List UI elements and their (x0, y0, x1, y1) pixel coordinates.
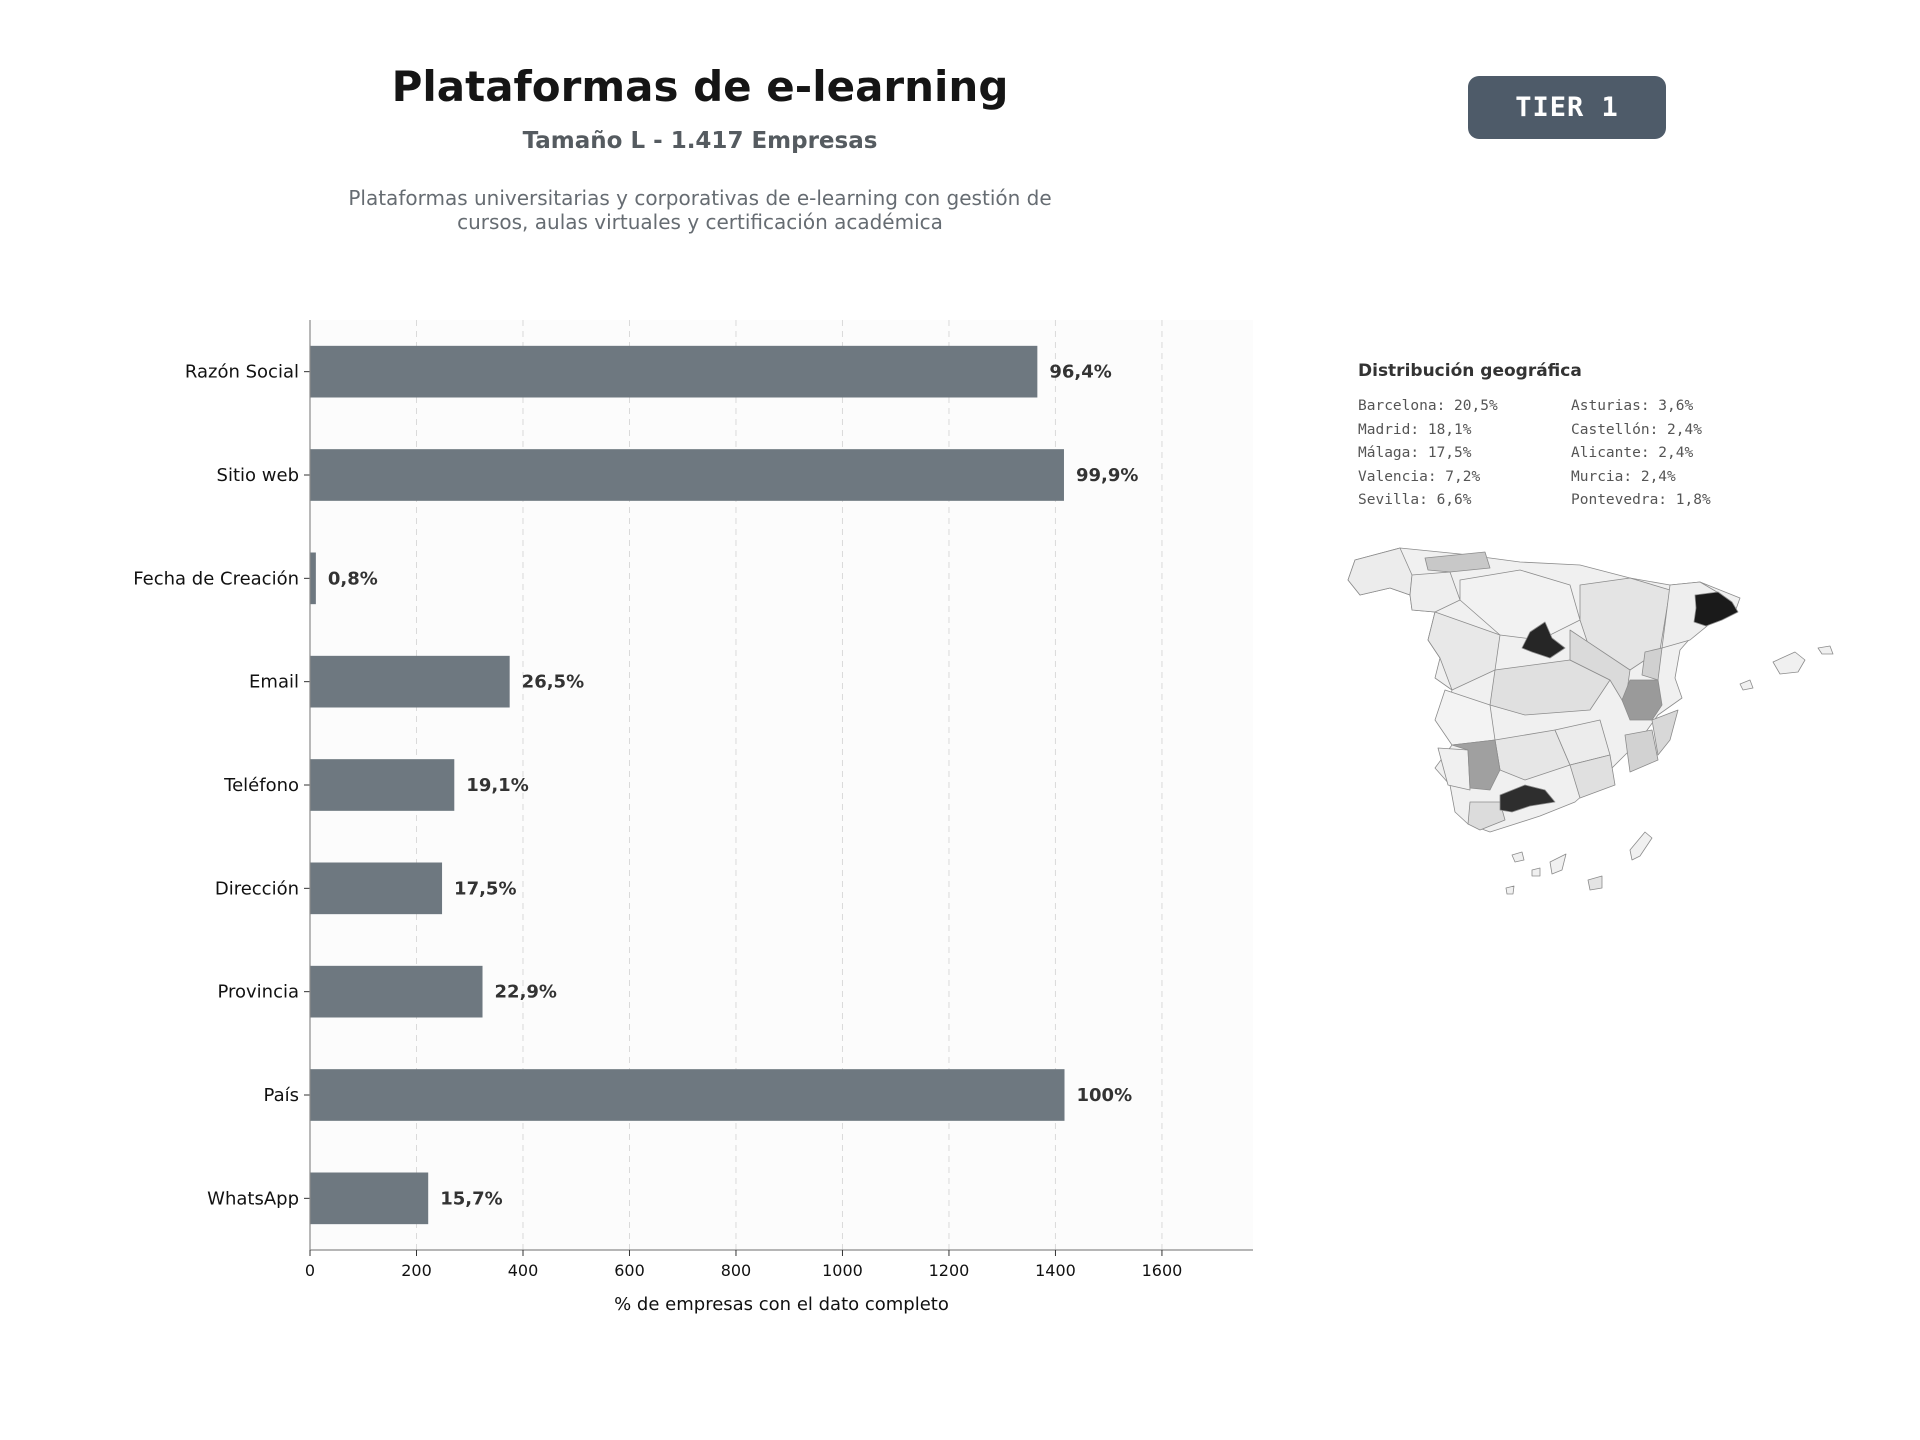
description-line-2: cursos, aulas virtuales y certificación … (457, 210, 943, 234)
bar (310, 345, 1038, 398)
y-tick-label: Sitio web (217, 465, 299, 486)
geo-item: Castellón: 2,4% (1571, 421, 1702, 438)
geo-distribution-list: Barcelona: 20,5% Asturias: 3,6% Madrid: 18… (1358, 398, 1778, 508)
x-tick-label: 200 (401, 1261, 432, 1280)
x-tick-label: 600 (614, 1261, 645, 1280)
y-tick-label: Email (249, 672, 299, 693)
map-castilla-north (1459, 569, 1581, 641)
x-tick-label: 400 (508, 1261, 539, 1280)
x-tick-label: 800 (721, 1261, 752, 1280)
map-canary-5 (1531, 867, 1541, 877)
y-tick-label: Teléfono (223, 775, 299, 796)
map-canary-4 (1629, 831, 1653, 861)
chart-description: Plataformas universitarias y corporativa… (300, 186, 1100, 234)
tier-badge: TIER 1 (1468, 76, 1666, 139)
spain-map-svg (1347, 547, 1834, 895)
map-menorca (1817, 645, 1834, 655)
data-label: 22,9% (495, 982, 557, 1003)
bar (310, 862, 443, 915)
geo-item: Murcia: 2,4% (1571, 468, 1676, 485)
y-tick-label: Fecha de Creación (133, 568, 299, 589)
map-canary-2 (1549, 853, 1567, 875)
map-galicia (1347, 547, 1413, 596)
map-canary-1 (1511, 851, 1525, 863)
bar (310, 1069, 1065, 1121)
map-malaga (1499, 784, 1556, 813)
map-valencia (1621, 679, 1663, 721)
map-castellon (1641, 647, 1663, 681)
data-label: 99,9% (1076, 465, 1138, 486)
data-label: 15,7% (440, 1188, 502, 1209)
x-tick-label: 1200 (929, 1261, 970, 1280)
map-madrid (1521, 621, 1566, 659)
bar (310, 1172, 429, 1225)
map-cadiz (1467, 801, 1506, 831)
map-murcia (1624, 729, 1659, 773)
bar (310, 449, 1064, 501)
y-tick-label: País (264, 1085, 299, 1106)
y-tick-label: Razón Social (185, 362, 299, 383)
map-sevilla (1451, 739, 1501, 791)
bar (310, 655, 510, 708)
geo-item: Alicante: 2,4% (1571, 445, 1694, 461)
map-canary-6 (1505, 885, 1515, 895)
map-alicante (1651, 709, 1679, 756)
y-tick-label: Provincia (217, 982, 299, 1003)
x-tick-label: 0 (305, 1261, 315, 1280)
map-barcelona (1693, 591, 1739, 627)
data-label: 0,8% (328, 568, 378, 589)
spain-province-map (1340, 540, 1840, 910)
map-salamanca (1427, 611, 1501, 691)
chart-subtitle: Tamaño L - 1.417 Empresas (522, 128, 878, 154)
geo-title: Distribución geográfica (1358, 361, 1582, 381)
bar (310, 552, 316, 605)
chart-title: Plataformas de e-learning (391, 62, 1009, 111)
map-granada (1569, 754, 1616, 799)
map-huelva (1437, 747, 1471, 791)
map-canary-3 (1587, 875, 1603, 891)
geo-item: Málaga: 17,5% (1358, 445, 1472, 461)
geo-item: Valencia: 7,2% (1358, 468, 1481, 485)
data-label: 17,5% (454, 878, 516, 899)
x-axis-label: % de empresas con el dato completo (614, 1294, 949, 1315)
geo-item: Madrid: 18,1% (1358, 421, 1472, 438)
y-tick-label: WhatsApp (207, 1188, 299, 1209)
data-label: 100% (1077, 1085, 1133, 1106)
data-label: 96,4% (1049, 362, 1111, 383)
x-tick-label: 1400 (1035, 1261, 1076, 1280)
map-ibiza (1739, 679, 1754, 691)
bar (310, 759, 455, 811)
bar (310, 965, 483, 1018)
geo-item: Sevilla: 6,6% (1358, 492, 1472, 508)
x-tick-label: 1600 (1142, 1261, 1183, 1280)
x-tick-label: 1000 (822, 1261, 863, 1280)
y-tick-label: Dirección (215, 878, 299, 899)
data-label: 19,1% (466, 775, 528, 796)
geo-item: Barcelona: 20,5% (1358, 398, 1498, 414)
map-mallorca (1772, 651, 1806, 675)
geo-item: Asturias: 3,6% (1571, 398, 1694, 414)
geo-item: Pontevedra: 1,8% (1571, 492, 1711, 508)
data-label: 26,5% (522, 672, 584, 693)
description-line-1: Plataformas universitarias y corporativa… (348, 186, 1052, 210)
map-asturias (1424, 551, 1491, 573)
map-cuenca (1569, 629, 1631, 706)
